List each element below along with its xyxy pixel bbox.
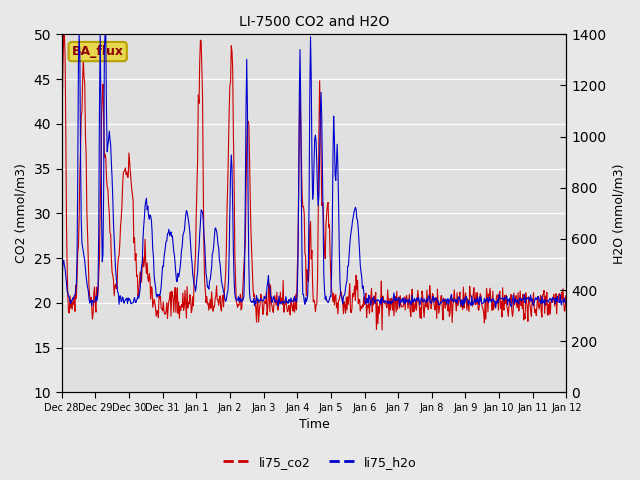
Y-axis label: H2O (mmol/m3): H2O (mmol/m3) [612, 163, 625, 264]
Legend: li75_co2, li75_h2o: li75_co2, li75_h2o [218, 451, 422, 474]
Y-axis label: CO2 (mmol/m3): CO2 (mmol/m3) [15, 164, 28, 264]
Title: LI-7500 CO2 and H2O: LI-7500 CO2 and H2O [239, 15, 389, 29]
X-axis label: Time: Time [299, 419, 330, 432]
Text: BA_flux: BA_flux [72, 45, 124, 58]
